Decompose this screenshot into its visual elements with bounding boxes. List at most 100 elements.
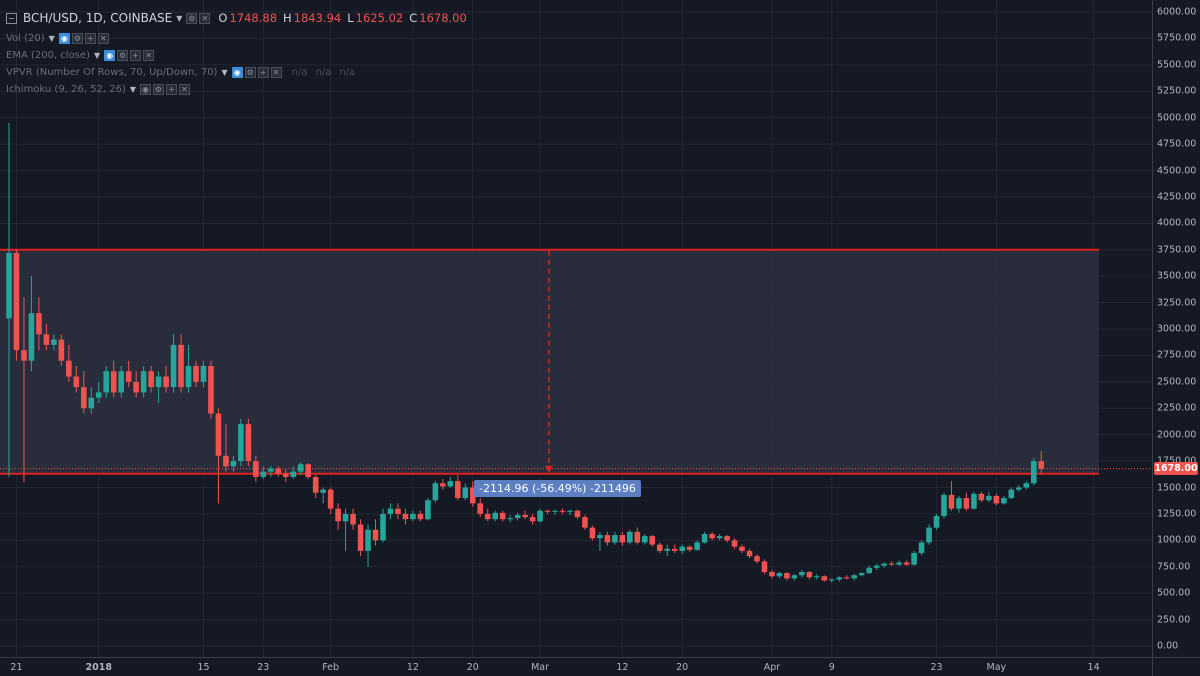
- settings-icon[interactable]: ⚙: [153, 83, 164, 95]
- candle-body: [978, 493, 985, 501]
- collapse-legend-icon[interactable]: [6, 12, 17, 24]
- settings-icon[interactable]: ⚙: [244, 66, 256, 78]
- eye-icon[interactable]: ◉: [231, 66, 243, 78]
- candle: [791, 574, 798, 581]
- candle: [417, 510, 424, 522]
- close-icon[interactable]: ✕: [270, 66, 282, 78]
- candle-body: [1016, 487, 1022, 490]
- candle: [425, 498, 431, 521]
- indicator-name[interactable]: Ichimoku (9, 26, 52, 26): [6, 83, 126, 95]
- candle-body: [814, 576, 820, 578]
- candle-body: [679, 546, 685, 551]
- candle: [73, 365, 80, 393]
- format-icon[interactable]: ⚙: [186, 12, 198, 24]
- plus-icon[interactable]: +: [84, 32, 96, 44]
- candle-body: [335, 508, 341, 522]
- plot-canvas[interactable]: [0, 0, 1152, 657]
- indicator-name[interactable]: Vol (20): [6, 32, 45, 44]
- candle-body: [754, 556, 760, 562]
- candle-body: [829, 579, 835, 581]
- close-icon[interactable]: ✕: [199, 12, 211, 24]
- candles: [6, 122, 1045, 583]
- plus-icon[interactable]: +: [257, 66, 269, 78]
- candle-body: [806, 572, 813, 578]
- chevron-down-icon[interactable]: ▼: [48, 33, 55, 43]
- candle: [701, 531, 708, 544]
- candle-body: [888, 563, 895, 565]
- candle-body: [253, 461, 259, 477]
- candle-body: [417, 513, 424, 520]
- indicator-name[interactable]: VPVR (Number Of Rows, 70, Up/Down, 70): [6, 66, 218, 78]
- candle: [881, 562, 887, 568]
- candle: [784, 572, 790, 581]
- plus-icon[interactable]: +: [130, 49, 142, 61]
- candle: [484, 508, 491, 522]
- eye-icon[interactable]: ◉: [58, 32, 70, 44]
- candle-body: [372, 529, 379, 541]
- candle: [873, 563, 880, 570]
- candle: [215, 408, 222, 504]
- settings-icon[interactable]: ⚙: [117, 49, 129, 61]
- close-icon[interactable]: ✕: [97, 32, 109, 44]
- candle: [948, 481, 955, 511]
- candle: [387, 503, 394, 520]
- eye-icon[interactable]: ◉: [140, 83, 151, 95]
- price-tick-label: 0.00: [1157, 640, 1179, 652]
- candle: [357, 519, 364, 557]
- candle: [125, 360, 132, 388]
- open-value: 1748.88: [229, 11, 278, 25]
- candle: [514, 512, 521, 521]
- candle-body: [664, 548, 671, 551]
- plus-icon[interactable]: +: [166, 83, 177, 95]
- chevron-down-icon[interactable]: ▼: [129, 84, 136, 94]
- candle-body: [245, 424, 252, 462]
- price-axis[interactable]: 6000.00 5750.00 5500.00 5250.00 5000.00 4750.…: [1152, 0, 1200, 657]
- settings-icon[interactable]: ⚙: [71, 32, 83, 44]
- candle-body: [499, 512, 506, 520]
- time-axis[interactable]: 21 2018 15 23 Feb 12 20 Mar 12 20 Apr 9 23 May 14: [0, 657, 1152, 676]
- candle-body: [881, 563, 887, 566]
- chevron-down-icon[interactable]: ▼: [221, 67, 228, 77]
- candle-body: [13, 252, 20, 351]
- candle-body: [365, 529, 371, 551]
- candle: [395, 503, 401, 520]
- symbol-title[interactable]: BCH/USD, 1D, COINBASE: [23, 11, 173, 25]
- chevron-down-icon[interactable]: ▼: [176, 13, 183, 23]
- candle: [58, 334, 65, 366]
- candle-body: [275, 468, 282, 474]
- chart-area[interactable]: BCH/USD, 1D, COINBASE ▼ ⚙ ✕ O 1748.88 H 18…: [0, 0, 1152, 657]
- eye-icon[interactable]: ◉: [104, 49, 116, 61]
- candle: [829, 578, 835, 583]
- price-tick-label: 2750.00: [1157, 349, 1197, 361]
- candle: [956, 495, 962, 513]
- chevron-down-icon[interactable]: ▼: [93, 50, 101, 60]
- candle-body: [619, 535, 626, 543]
- candle: [469, 481, 476, 507]
- candle: [814, 574, 820, 580]
- candle: [118, 365, 124, 398]
- candle-body: [649, 536, 656, 545]
- candle: [238, 418, 244, 467]
- candle: [836, 576, 843, 582]
- candle-body: [671, 548, 678, 551]
- candle: [761, 559, 768, 575]
- time-tick-label: 14: [1087, 662, 1100, 673]
- candle-body: [477, 503, 484, 514]
- indicator-value: n/a: [339, 66, 356, 78]
- candle: [582, 514, 588, 530]
- candle-body: [118, 371, 124, 393]
- close-icon[interactable]: ✕: [143, 49, 155, 61]
- indicator-name[interactable]: EMA (200, close): [6, 49, 90, 61]
- close-icon[interactable]: ✕: [179, 83, 190, 95]
- price-tick-label: 4500.00: [1157, 165, 1197, 176]
- candle-body: [1038, 461, 1045, 469]
- candle-body: [821, 576, 828, 581]
- price-tick-label: 1500.00: [1157, 482, 1197, 493]
- candle: [28, 276, 35, 372]
- candle-body: [1008, 489, 1015, 499]
- candle: [574, 509, 581, 520]
- candle: [911, 550, 917, 566]
- close-label: C: [409, 11, 418, 25]
- candle-body: [948, 494, 955, 509]
- axis-corner: [1152, 657, 1200, 676]
